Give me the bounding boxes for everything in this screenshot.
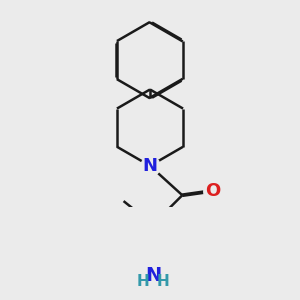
Text: N: N [145,266,161,286]
Text: O: O [206,182,221,200]
Polygon shape [148,225,158,263]
Text: N: N [142,157,158,175]
Text: H: H [136,274,149,289]
Text: H: H [157,274,169,289]
